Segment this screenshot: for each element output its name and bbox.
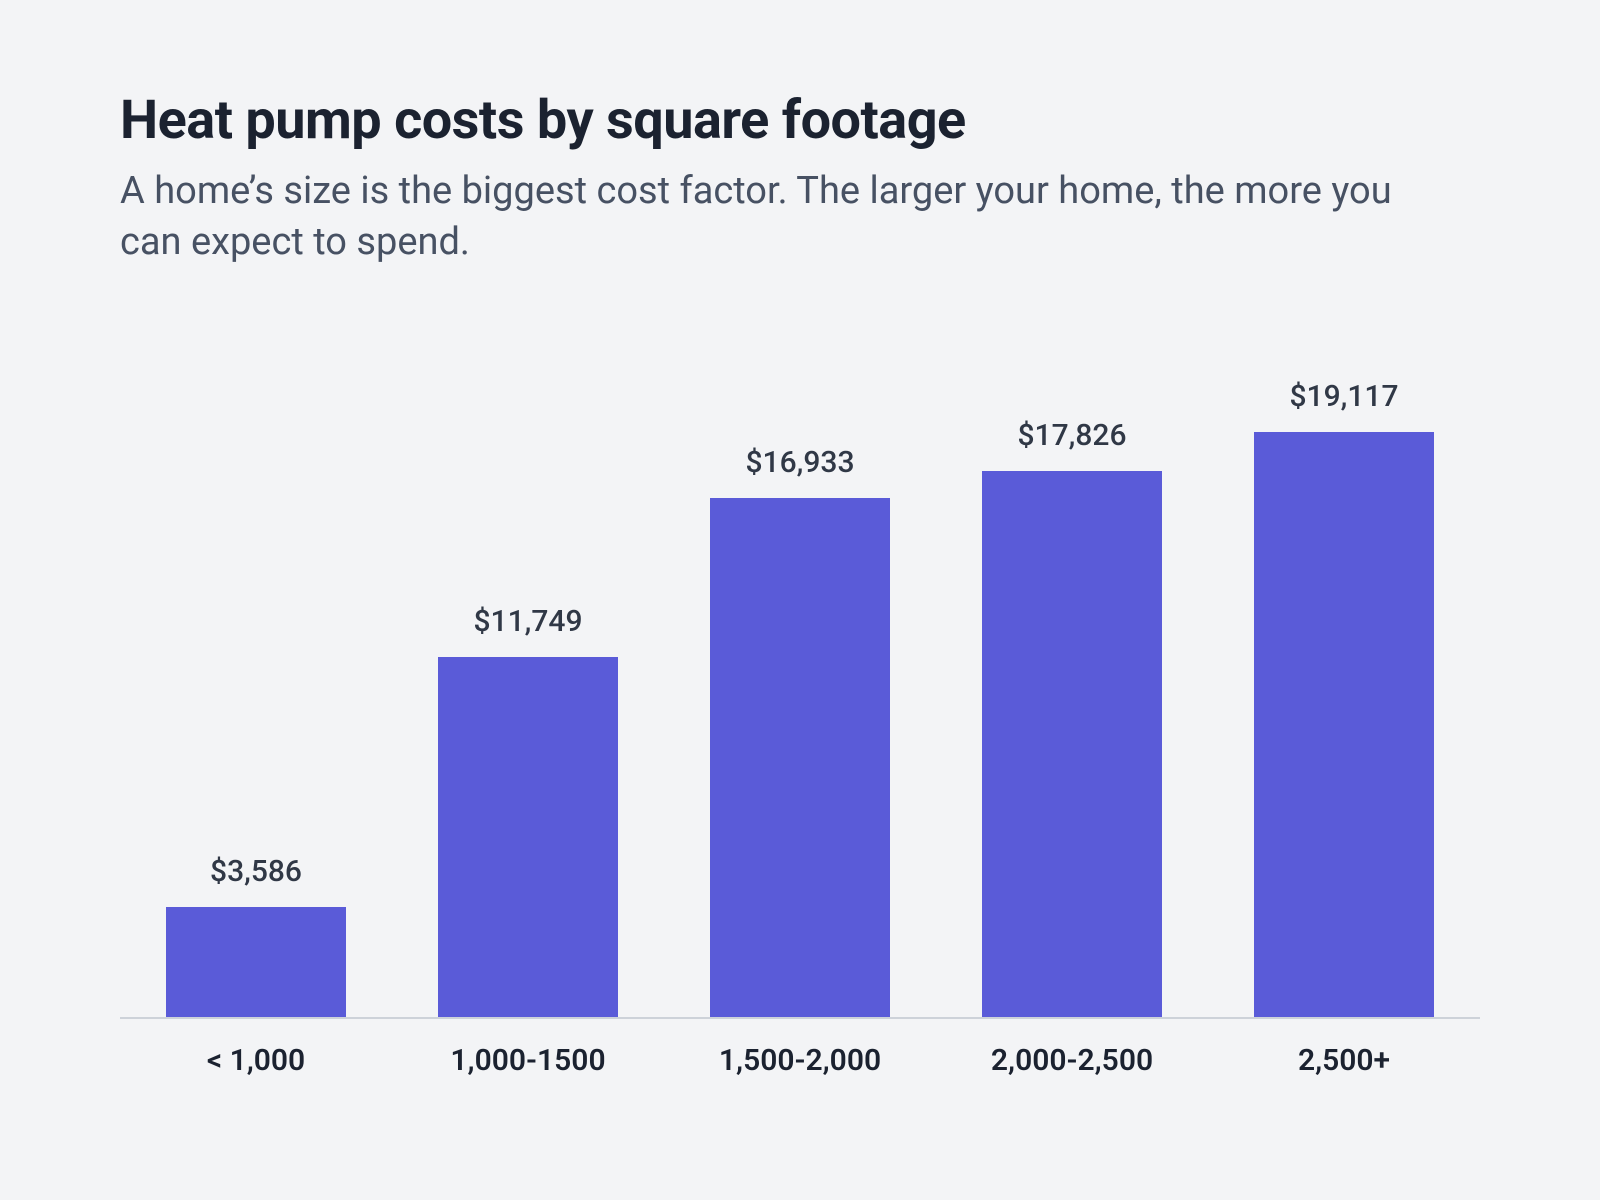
x-axis-label: 1,000-1500 [392, 1043, 664, 1078]
bar-value-label: $3,586 [210, 854, 302, 889]
x-axis-label: < 1,000 [120, 1043, 392, 1078]
bar-group: $16,933 [664, 379, 936, 1017]
bar-value-label: $19,117 [1289, 379, 1398, 414]
bar-group: $19,117 [1208, 379, 1480, 1017]
bar [1254, 432, 1434, 1017]
bar-group: $11,749 [392, 379, 664, 1017]
chart-canvas: Heat pump costs by square footage A home… [0, 0, 1600, 1200]
x-axis-label: 1,500-2,000 [664, 1043, 936, 1078]
bar-value-label: $16,933 [745, 445, 854, 480]
chart-area: $3,586 $11,749 $16,933 $17,826 $19,117 < 1,0… [120, 379, 1480, 1078]
chart-plot: $3,586 $11,749 $16,933 $17,826 $19,117 [120, 379, 1480, 1019]
x-axis-labels: < 1,0001,000-15001,500-2,0002,000-2,5002… [120, 1043, 1480, 1078]
bar [982, 471, 1162, 1017]
bar [166, 907, 346, 1017]
x-axis-label: 2,500+ [1208, 1043, 1480, 1078]
bar-value-label: $11,749 [473, 604, 582, 639]
bar-group: $17,826 [936, 379, 1208, 1017]
chart-title: Heat pump costs by square footage [120, 90, 1480, 152]
chart-subtitle: A home’s size is the biggest cost factor… [120, 166, 1400, 269]
bar [710, 498, 890, 1017]
x-axis-label: 2,000-2,500 [936, 1043, 1208, 1078]
bar-group: $3,586 [120, 379, 392, 1017]
bar-value-label: $17,826 [1017, 418, 1126, 453]
bar [438, 657, 618, 1017]
